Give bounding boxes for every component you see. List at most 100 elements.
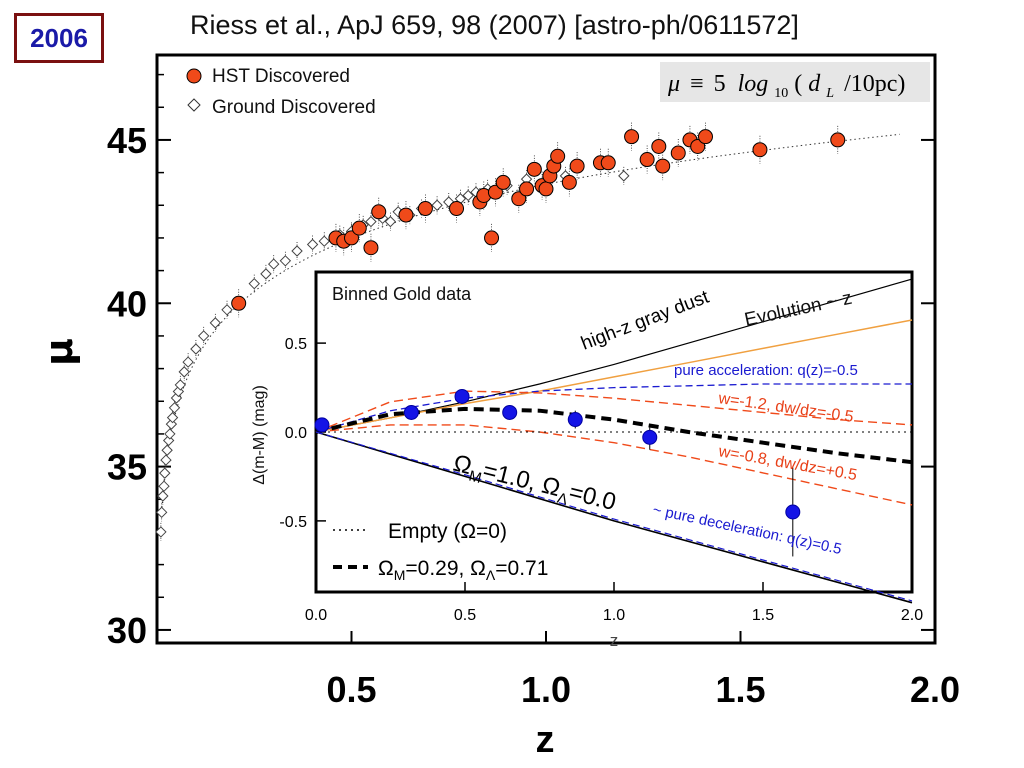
hst-point [519,181,535,197]
gold-binned-points [314,388,801,557]
hst-point [231,295,247,311]
main-tick-labels: 0.5 1.0 1.5 2.0 30 35 40 45 [107,120,960,710]
main-y-tick-label: 40 [107,283,147,324]
distance-modulus-formula: μ ≡ 5 log 10 ( d L /10pc) [660,62,930,103]
ground-point [260,268,272,280]
formula-text: μ ≡ 5 log 10 ( d L /10pc) [667,71,905,103]
hst-point [752,142,768,158]
ground-point [462,189,474,202]
hst-point [538,181,554,197]
gold-bin-point [454,388,470,404]
gold-bin-point [567,412,583,428]
gold-bin-point [785,504,801,520]
ground-point [306,238,319,251]
hst-point [655,158,671,174]
ground-point [165,418,178,430]
hst-point [697,129,713,145]
ground-point [155,506,168,519]
hst-point [417,201,433,217]
ground-point [248,277,260,290]
legend-ground-label: Ground Discovered [212,97,376,118]
inset-tick-labels: 0.0 0.5 1.0 1.5 2.0 -0.5 0.0 0.5 [279,336,923,624]
ground-point [174,379,187,391]
main-ticks [157,73,936,643]
hst-discovered-points [231,129,846,311]
hst-point [569,158,585,174]
main-x-tick-label: 1.0 [521,669,571,710]
main-x-tick-label: 0.5 [326,669,376,710]
inset-title: Binned Gold data [332,284,472,304]
ground-point [279,255,292,267]
ground-point [161,444,173,456]
inset-residual-plot: 0.0 0.5 1.0 1.5 2.0 -0.5 0.0 0.5 Binned Gold da… [251,270,923,650]
ground-point [178,366,190,378]
ground-point [160,454,172,466]
inset-x-tick-label: 0.5 [454,607,476,624]
inset-curve-4 [315,424,913,506]
main-y-tick-label: 35 [107,447,147,488]
ground-point [618,170,630,182]
legend-hst-marker [186,68,202,84]
inset-x-tick-label: 0.0 [305,607,327,624]
hst-point [351,220,367,236]
ground-point [209,317,222,329]
legend-hst-label: HST Discovered [212,66,350,87]
inset-legend: Empty (Ω=0) ΩM=0.29, ΩΛ=0.71 [333,520,548,583]
year-badge: 2006 [14,13,104,63]
hst-point [526,161,542,177]
ground-point [159,467,171,479]
inset-y-tick-label: -0.5 [279,514,307,531]
formula-background [660,62,930,102]
hst-point [449,201,465,217]
hst-point [624,129,640,145]
main-x-tick-label: 2.0 [910,669,960,710]
hst-point [495,174,511,190]
ground-point [155,526,167,538]
inset-x-tick-label: 1.5 [752,607,774,624]
label-pure-acceleration: pure acceleration: q(z)=-0.5 [674,362,858,379]
ground-point [431,199,443,211]
ground-point [291,245,303,257]
hst-point [651,138,667,154]
ground-point [158,480,170,492]
gold-bin-point [502,404,518,420]
legend-empty-label: Empty (Ω=0) [388,520,507,543]
inset-y-tick-label: 0.5 [285,336,307,353]
ground-point [164,428,176,440]
ground-point [365,215,377,228]
ground-point [384,215,397,228]
legend-ground-marker [187,98,201,112]
ground-point [190,343,202,355]
inset-x-tick-label: 2.0 [901,607,923,624]
ground-discovered-points [155,170,630,538]
reference-title: Riess et al., ApJ 659, 98 (2007) [astro-… [190,10,799,40]
inset-curve-8 [315,431,913,602]
gold-bin-point [314,417,330,433]
hst-point [600,155,616,171]
main-legend: HST Discovered Ground Discovered [186,66,376,118]
main-y-tick-label: 30 [107,610,147,651]
main-reference-curve [161,133,900,513]
hst-point [398,207,414,223]
gold-bin-point [642,429,658,445]
ground-point [318,235,330,247]
hst-point [830,132,846,148]
ground-point [168,402,181,414]
ground-point [267,258,280,270]
hst-point [487,184,503,200]
main-x-axis-label: z [536,719,555,761]
inset-y-axis-label: Δ(m-M) (mag) [251,385,268,485]
main-x-tick-label: 1.5 [715,669,765,710]
hst-point [561,174,577,190]
hst-point [344,230,359,246]
ground-point [157,490,169,502]
inset-curve-3 [315,390,913,433]
inset-x-axis-label: z [610,631,619,650]
main-y-tick-label: 45 [107,120,147,161]
hst-point [670,145,686,161]
hst-point [484,230,500,246]
legend-lcdm-label: ΩM=0.29, ΩΛ=0.71 [378,557,548,583]
hst-point [639,152,655,168]
gold-bin-point [403,404,419,420]
